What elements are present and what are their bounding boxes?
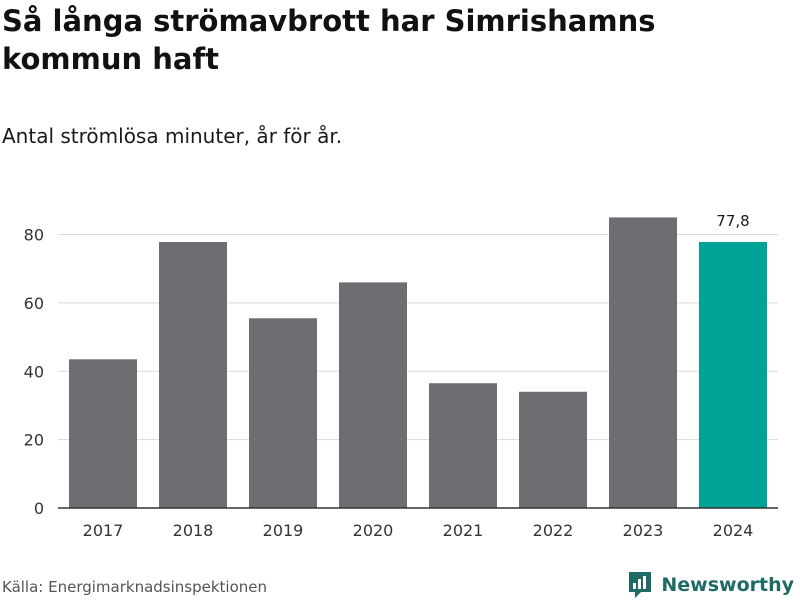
- bar-2023: [609, 217, 677, 508]
- source-note: Källa: Energimarknadsinspektionen: [2, 578, 268, 596]
- newsworthy-logo-icon: [629, 572, 652, 598]
- y-tick-label: 60: [24, 294, 44, 313]
- y-tick-label: 20: [24, 431, 44, 450]
- x-tick-label: 2022: [533, 521, 574, 540]
- x-tick-label: 2019: [263, 521, 304, 540]
- x-tick-label: 2023: [623, 521, 664, 540]
- brand-logo: Newsworthy: [627, 570, 794, 600]
- bar-2018: [159, 242, 227, 508]
- bar-2022: [519, 391, 587, 508]
- bar-2020: [339, 282, 407, 508]
- brand-name: Newsworthy: [661, 574, 794, 596]
- x-tick-label: 2018: [173, 521, 214, 540]
- x-tick-label: 2024: [713, 521, 754, 540]
- data-label: 77,8: [716, 212, 749, 230]
- chart-title: Så långa strömavbrott har Simrishamns ko…: [2, 4, 656, 76]
- bar-2021: [429, 383, 497, 508]
- y-tick-label: 0: [34, 499, 44, 518]
- y-tick-label: 80: [24, 226, 44, 245]
- chart-subtitle: Antal strömlösa minuter, år för år.: [2, 124, 343, 148]
- bar-2019: [249, 318, 317, 508]
- x-tick-label: 2021: [443, 521, 484, 540]
- bar-2017: [69, 359, 137, 508]
- x-tick-label: 2020: [353, 521, 394, 540]
- x-tick-label: 2017: [83, 521, 124, 540]
- bar-2024: [699, 242, 767, 508]
- y-tick-label: 40: [24, 362, 44, 381]
